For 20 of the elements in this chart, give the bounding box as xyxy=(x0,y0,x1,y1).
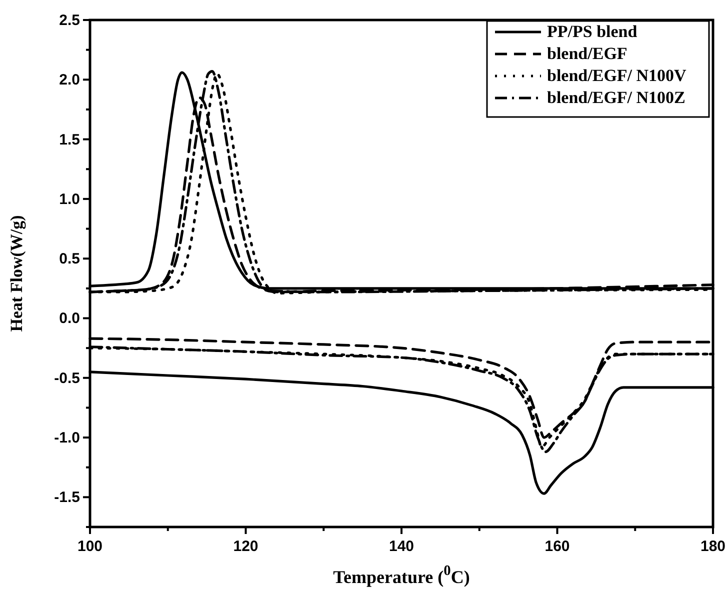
x-tick-label: 100 xyxy=(77,538,103,555)
y-tick-label: -1.0 xyxy=(54,430,80,447)
legend-label: blend/EGF/ N100V xyxy=(547,66,688,85)
x-tick-label: 140 xyxy=(388,538,414,555)
y-tick-label: 1.5 xyxy=(59,131,80,148)
x-tick-label: 120 xyxy=(233,538,258,555)
x-tick-label: 180 xyxy=(700,538,726,555)
legend-label: PP/PS blend xyxy=(547,22,638,41)
y-tick-label: -0.5 xyxy=(54,370,80,387)
legend-label: blend/EGF xyxy=(547,44,628,63)
x-tick-label: 160 xyxy=(544,538,570,555)
legend-label: blend/EGF/ N100Z xyxy=(547,88,686,107)
y-tick-label: 2.5 xyxy=(59,12,80,29)
y-tick-label: 0.0 xyxy=(59,310,80,328)
y-tick-label: 2.0 xyxy=(59,72,80,89)
y-tick-label: -1.5 xyxy=(54,489,80,506)
y-tick-label: 1.0 xyxy=(59,190,80,208)
y-tick-label: 0.5 xyxy=(59,250,80,268)
y-axis-title: Heat Flow(W/g) xyxy=(7,215,26,332)
x-axis-title: Temperature ($^{0}$C) xyxy=(333,563,470,587)
